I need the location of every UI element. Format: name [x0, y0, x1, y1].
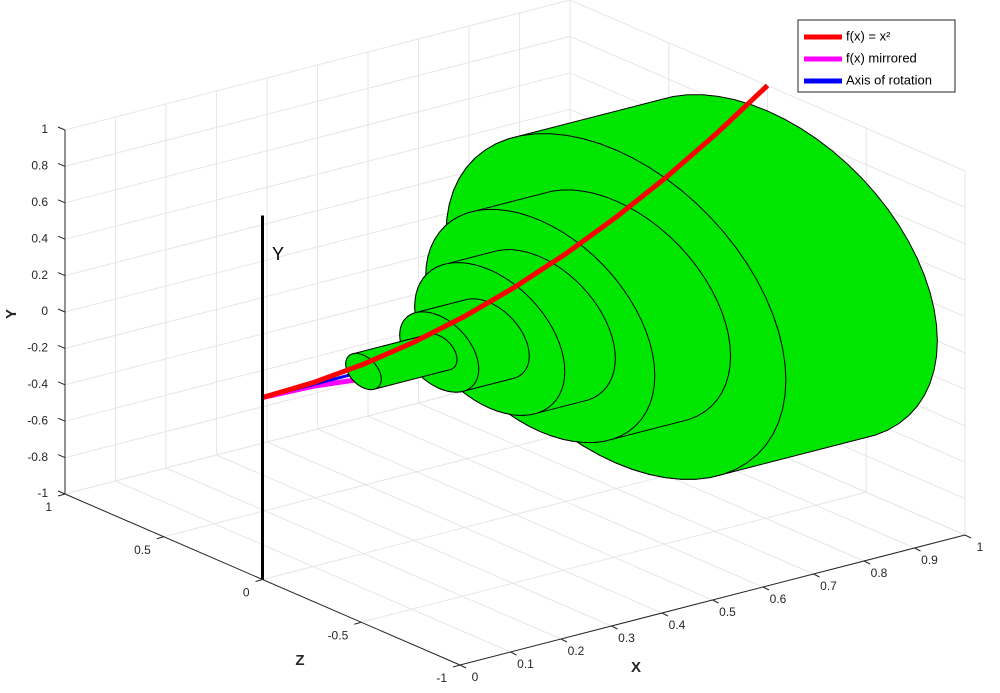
legend-label: f(x) mirrored	[846, 50, 917, 65]
x-tick-label: 0.7	[820, 579, 837, 593]
x-tick	[560, 638, 568, 643]
y-tick	[57, 126, 66, 131]
x-tick	[813, 573, 820, 578]
grid-line	[64, 108, 571, 240]
x-tick-label: 0.5	[719, 605, 736, 619]
x-tick	[964, 534, 972, 539]
x-tick	[611, 625, 618, 630]
y-tick	[57, 344, 66, 349]
series-line	[261, 83, 770, 400]
y-tick	[57, 162, 66, 167]
x-tick	[863, 560, 871, 565]
x-tick-label: 0.3	[618, 631, 635, 645]
x-tick-label: 0.1	[517, 657, 534, 671]
y-axis-label: Y	[3, 309, 20, 319]
y-tick-label: -1	[37, 486, 48, 500]
y-tick-label: 0.2	[31, 268, 48, 282]
z-tick	[156, 536, 164, 540]
z-tick-label: 0.5	[134, 543, 151, 557]
x-tick	[661, 612, 669, 617]
z-tick-label: 1	[45, 500, 52, 514]
y-tick-label: 0.6	[31, 195, 48, 209]
annotation: Y	[272, 244, 284, 264]
x-tick-label: 0.9	[921, 553, 938, 567]
x-tick-label: 0.4	[669, 618, 686, 632]
y-tick	[57, 272, 66, 277]
y-tick	[57, 381, 66, 386]
z-tick	[57, 493, 66, 497]
x-axis-label: X	[631, 659, 641, 676]
y-tick	[57, 490, 66, 495]
x-tick	[712, 599, 719, 604]
grid-line	[361, 491, 867, 623]
z-tick	[452, 664, 461, 668]
x-tick	[762, 586, 770, 591]
y-tick-label: -0.6	[27, 413, 48, 427]
y-tick	[57, 454, 66, 459]
z-axis-label: Z	[295, 652, 304, 669]
grid-line	[64, 72, 571, 204]
x-tick	[459, 664, 467, 669]
legend-label: f(x) = x²	[846, 28, 891, 43]
y-tick-label: -0.4	[27, 377, 48, 391]
y-tick	[57, 235, 66, 240]
z-tick	[255, 579, 263, 582]
z-tick-label: -1	[436, 671, 447, 685]
z-tick-label: -0.5	[328, 628, 349, 642]
y-tick-label: 0.4	[31, 231, 48, 245]
y-tick	[57, 417, 66, 422]
y-tick-label: -0.8	[27, 450, 48, 464]
y-tick-label: -0.2	[27, 341, 48, 355]
legend-label: Axis of rotation	[846, 72, 932, 87]
y-tick	[57, 308, 66, 313]
grid-line	[64, 35, 571, 167]
legend: f(x) = x² f(x) mirrored Axis of rotation	[797, 19, 956, 93]
x-tick-label: 1	[977, 540, 984, 554]
z-tick	[354, 621, 362, 625]
x-tick-label: 0.6	[770, 592, 787, 606]
x-tick	[914, 547, 921, 552]
y-tick-label: 0.8	[31, 159, 48, 173]
axes: 00.10.20.30.40.50.60.70.80.91-1-0.8-0.6-…	[27, 122, 983, 685]
plot	[261, 83, 938, 580]
x-tick-label: 0.8	[871, 566, 888, 580]
x-tick	[510, 651, 517, 656]
y-tick-label: 1	[41, 122, 48, 136]
y-tick	[57, 199, 66, 204]
x-tick-label: 0.2	[568, 644, 585, 658]
grid-line	[64, 0, 571, 131]
z-tick-label: 0	[243, 586, 250, 600]
x-tick-label: 0	[472, 670, 479, 684]
y-tick-label: 0	[41, 304, 48, 318]
